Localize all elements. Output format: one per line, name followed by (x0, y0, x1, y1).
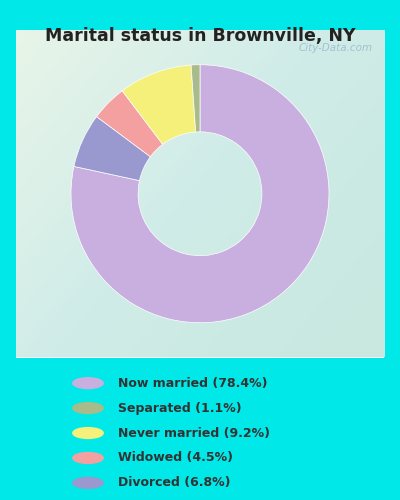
Text: Never married (9.2%): Never married (9.2%) (118, 426, 270, 440)
Circle shape (73, 478, 103, 488)
Circle shape (73, 378, 103, 388)
Wedge shape (74, 116, 150, 180)
Wedge shape (122, 65, 196, 144)
Text: Widowed (4.5%): Widowed (4.5%) (118, 452, 233, 464)
Wedge shape (96, 91, 163, 156)
Text: Divorced (6.8%): Divorced (6.8%) (118, 476, 230, 490)
Circle shape (73, 428, 103, 438)
Text: City-Data.com: City-Data.com (299, 43, 373, 53)
Circle shape (73, 452, 103, 464)
Text: Now married (78.4%): Now married (78.4%) (118, 376, 268, 390)
Text: Marital status in Brownville, NY: Marital status in Brownville, NY (45, 28, 355, 46)
Wedge shape (191, 64, 200, 132)
Text: Separated (1.1%): Separated (1.1%) (118, 402, 242, 414)
Circle shape (73, 402, 103, 413)
Wedge shape (71, 64, 329, 322)
